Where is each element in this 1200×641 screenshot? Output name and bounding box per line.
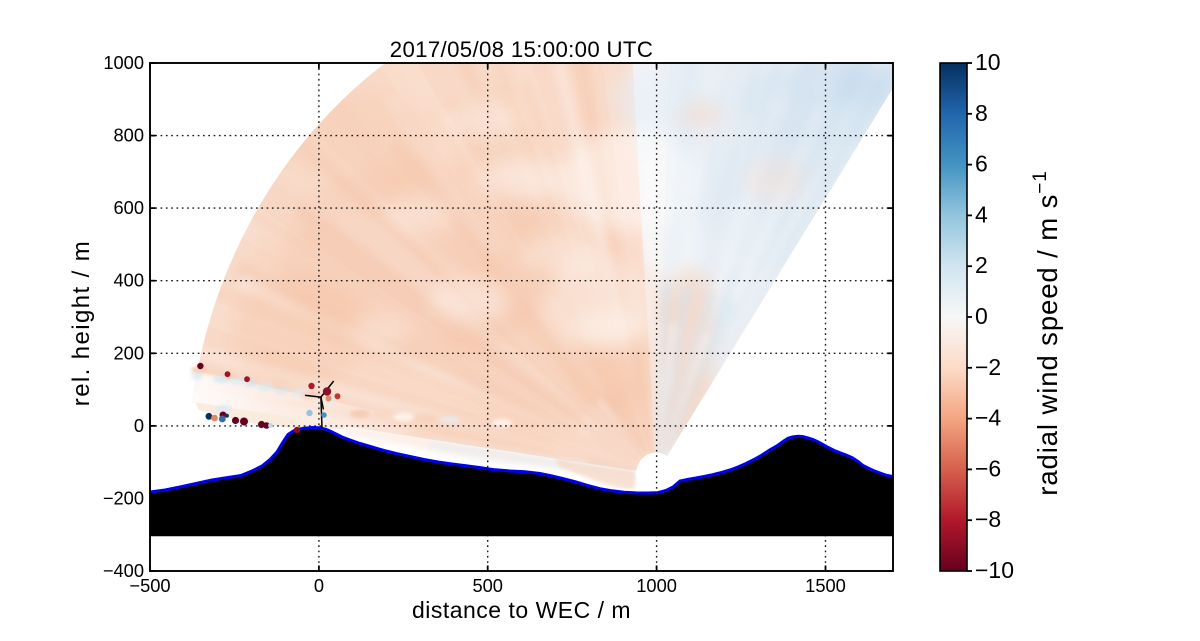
- svg-text:800: 800: [113, 125, 144, 146]
- svg-text:500: 500: [472, 575, 503, 596]
- svg-text:−8: −8: [975, 506, 1001, 532]
- svg-text:−10: −10: [975, 557, 1014, 583]
- svg-text:6: 6: [975, 151, 988, 177]
- svg-text:−6: −6: [975, 455, 1001, 481]
- svg-text:600: 600: [113, 197, 144, 218]
- svg-text:distance to WEC / m: distance to WEC / m: [412, 597, 631, 623]
- svg-text:−200: −200: [103, 487, 144, 508]
- svg-text:0: 0: [314, 575, 324, 596]
- svg-text:−4: −4: [975, 405, 1001, 431]
- svg-text:−2: −2: [975, 354, 1001, 380]
- svg-text:−400: −400: [103, 560, 144, 581]
- svg-text:−500: −500: [129, 575, 170, 596]
- svg-text:400: 400: [113, 270, 144, 291]
- svg-text:10: 10: [975, 49, 1001, 75]
- svg-text:2: 2: [975, 252, 988, 278]
- svg-text:1000: 1000: [103, 52, 144, 73]
- svg-text:rel. height / m: rel. height / m: [68, 240, 95, 406]
- svg-text:2017/05/08 15:00:00 UTC: 2017/05/08 15:00:00 UTC: [390, 37, 653, 62]
- svg-text:200: 200: [113, 342, 144, 363]
- svg-text:1000: 1000: [636, 575, 677, 596]
- svg-text:1500: 1500: [805, 575, 846, 596]
- svg-text:4: 4: [975, 201, 988, 227]
- svg-text:0: 0: [975, 303, 988, 329]
- svg-text:radial wind speed / m s−1: radial wind speed / m s−1: [1030, 170, 1063, 495]
- svg-text:0: 0: [134, 415, 144, 436]
- svg-text:8: 8: [975, 100, 988, 126]
